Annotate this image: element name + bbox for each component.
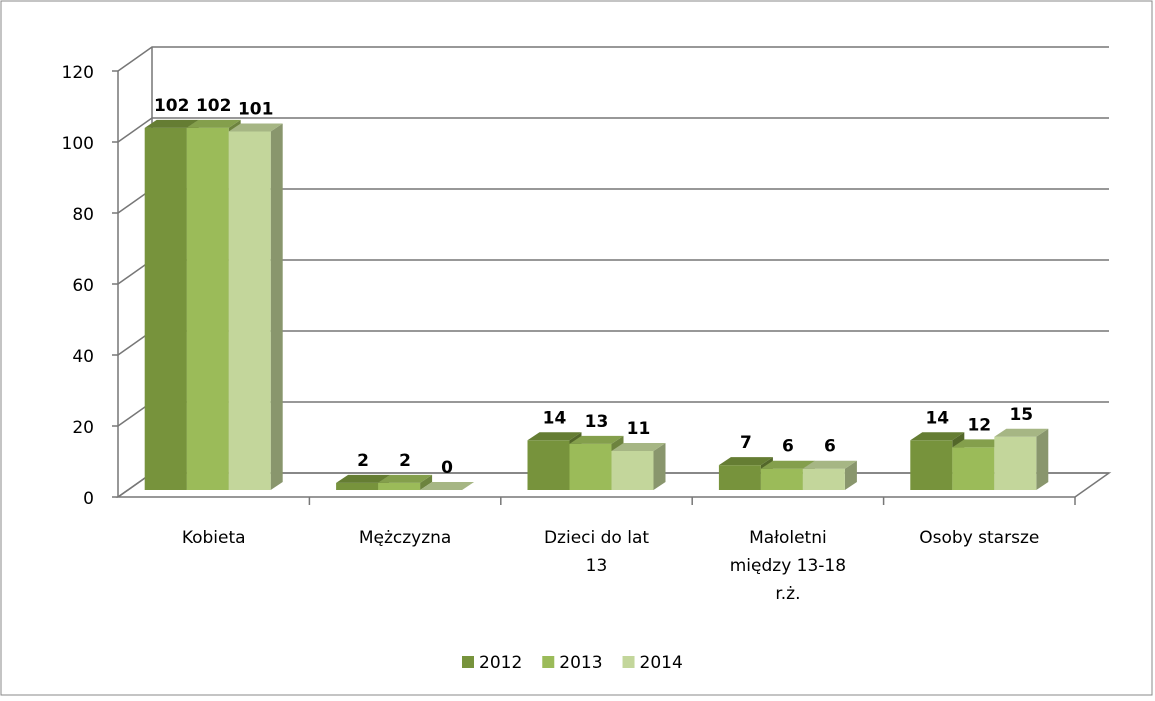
value-label: 102 — [196, 96, 232, 116]
x-tick-label: Mężczyzna — [359, 528, 452, 548]
bar-top — [228, 123, 283, 132]
value-label: 11 — [627, 419, 651, 439]
value-label: 6 — [824, 437, 836, 457]
y-tick-label: 40 — [72, 347, 94, 367]
bar-top — [910, 432, 965, 441]
bar-top — [527, 432, 582, 441]
y-tick-label: 20 — [72, 418, 94, 438]
bar — [186, 127, 229, 491]
bar-side — [420, 474, 433, 490]
value-label: 14 — [543, 408, 567, 428]
value-label: 2 — [357, 451, 369, 471]
bar — [144, 127, 187, 491]
legend-label: 2013 — [559, 653, 602, 673]
value-label: 101 — [238, 99, 274, 119]
value-label: 102 — [154, 96, 190, 116]
bar — [760, 468, 803, 490]
y-tick-label: 0 — [83, 489, 94, 509]
bar-top — [994, 428, 1049, 437]
value-label: 13 — [585, 412, 609, 432]
bar — [378, 482, 421, 490]
x-tick-label: Kobieta — [182, 528, 246, 548]
value-label: 15 — [1009, 405, 1033, 425]
grid-line — [117, 46, 1109, 72]
bar-top — [378, 474, 433, 483]
bar — [228, 131, 271, 490]
bar-side — [270, 123, 283, 490]
y-tick-label: 120 — [62, 63, 94, 83]
bar — [336, 482, 379, 490]
bar-top — [611, 442, 666, 451]
bar-top — [186, 119, 241, 128]
x-tick-label: Dzieci do lat 13 — [544, 528, 649, 576]
y-tick-label: 100 — [62, 134, 94, 154]
bar-side — [653, 442, 666, 490]
x-tick-label: Osoby starsze — [919, 528, 1039, 548]
legend-swatch — [542, 656, 555, 668]
bar-top — [760, 460, 815, 469]
value-label: 6 — [782, 437, 794, 457]
bar-top — [336, 474, 391, 483]
value-label: 2 — [399, 451, 411, 471]
bar-top — [802, 460, 857, 469]
value-label: 12 — [967, 415, 991, 435]
grid-line — [117, 117, 1109, 143]
bar — [569, 443, 612, 490]
bar-top — [144, 119, 199, 128]
bar — [802, 468, 845, 490]
bar — [611, 450, 654, 490]
bar-top — [952, 439, 1007, 448]
legend-swatch — [622, 656, 635, 668]
value-label: 14 — [925, 408, 949, 428]
bar-top — [718, 457, 773, 466]
value-label: 7 — [740, 433, 752, 453]
x-tick-label: Małoletni między 13-18 r.ż. — [730, 528, 846, 604]
bar-side — [844, 460, 857, 490]
value-label: 0 — [441, 458, 453, 478]
y-tick-label: 80 — [72, 205, 94, 225]
bar — [718, 465, 761, 490]
bar-top — [420, 482, 475, 490]
legend-swatch — [462, 656, 474, 668]
legend-label: 2014 — [640, 653, 683, 673]
legend-label: 2012 — [479, 653, 522, 673]
bar — [910, 440, 953, 490]
bar-top — [569, 435, 624, 444]
bar — [994, 436, 1037, 490]
bar — [952, 447, 995, 490]
y-tick-label: 60 — [72, 276, 94, 296]
bar — [527, 440, 570, 490]
bar-side — [1036, 428, 1049, 490]
